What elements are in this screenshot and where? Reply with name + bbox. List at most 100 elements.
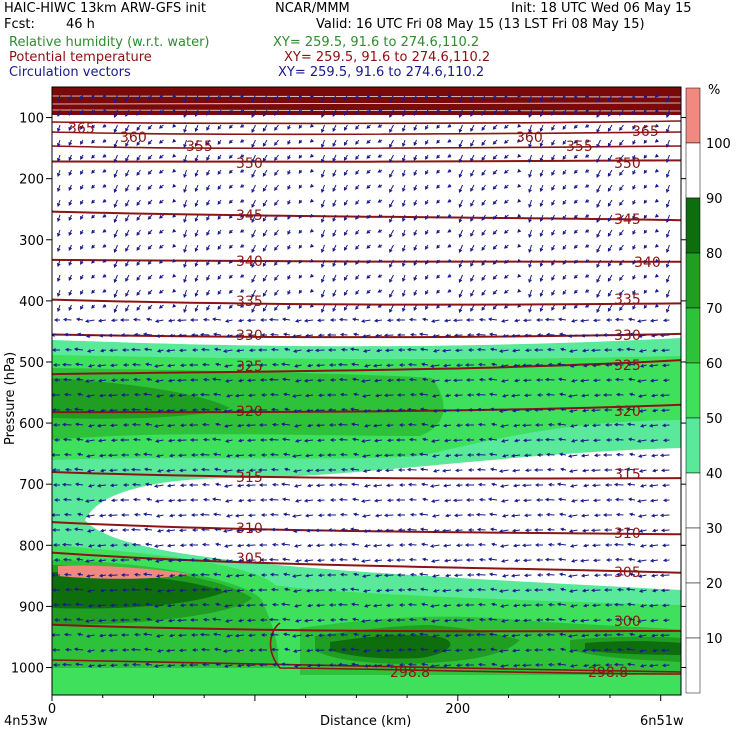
vector-arrow-349 bbox=[343, 184, 348, 191]
vector-arrow-1498 bbox=[513, 498, 521, 503]
vector-arrow-1595 bbox=[384, 528, 394, 533]
vector-arrow-76 bbox=[309, 109, 314, 113]
vector-arrow-59 bbox=[113, 109, 118, 118]
vector-arrow-1138 bbox=[99, 408, 107, 413]
vector-arrow-1705 bbox=[408, 557, 417, 562]
vector-arrow-1131 bbox=[637, 394, 647, 398]
vector-arrow-791 bbox=[458, 304, 463, 313]
vector-arrow-969 bbox=[638, 349, 647, 353]
vector-arrow-1182 bbox=[603, 408, 612, 412]
vector-arrow-829 bbox=[268, 317, 279, 322]
vector-arrow-1500 bbox=[535, 498, 543, 502]
vector-arrow-343 bbox=[274, 184, 279, 191]
vector-arrow-1202 bbox=[214, 422, 222, 427]
vector-arrow-276 bbox=[125, 169, 130, 177]
vector-arrow-1425 bbox=[293, 484, 302, 488]
vector-arrow-1321 bbox=[339, 452, 348, 457]
vector-arrow-500 bbox=[217, 229, 222, 235]
vector-arrow-1793 bbox=[178, 588, 187, 593]
vector-arrow-1797 bbox=[222, 589, 233, 593]
vector-arrow-1395 bbox=[568, 469, 578, 473]
vector-arrow-1031 bbox=[110, 378, 118, 383]
vector-arrow-1006 bbox=[442, 363, 452, 368]
vector-arrow-1939 bbox=[614, 617, 624, 622]
vector-arrow-2019 bbox=[292, 649, 302, 653]
vector-arrow-2015 bbox=[248, 648, 256, 653]
vector-arrow-1369 bbox=[270, 467, 279, 472]
vector-arrow-439 bbox=[136, 214, 141, 221]
vector-arrow-1093 bbox=[199, 392, 210, 397]
vector-arrow-572 bbox=[425, 244, 429, 250]
vector-arrow-1586 bbox=[283, 527, 291, 532]
vector-arrow-1079 bbox=[662, 378, 670, 383]
vector-arrow-864 bbox=[52, 333, 60, 337]
vector-arrow-1767 bbox=[501, 574, 509, 578]
vector-arrow-464 bbox=[425, 214, 429, 220]
vector-arrow-1005 bbox=[429, 364, 440, 368]
vector-arrow-1643 bbox=[315, 543, 325, 548]
vector-arrow-1422 bbox=[258, 483, 267, 487]
vector-arrow-865 bbox=[63, 332, 72, 337]
vector-arrow-189 bbox=[366, 139, 371, 144]
vector-arrow-2043 bbox=[568, 649, 578, 653]
vector-arrow-1151 bbox=[248, 408, 256, 413]
vector-arrow-1080 bbox=[52, 393, 60, 397]
vector-arrow-1241 bbox=[661, 423, 670, 428]
vector-arrow-1003 bbox=[407, 362, 417, 367]
vector-arrow-1317 bbox=[291, 454, 302, 458]
vector-arrow-1365 bbox=[222, 469, 233, 473]
vector-arrow-86 bbox=[425, 109, 429, 115]
vector-arrow-167 bbox=[113, 139, 118, 148]
vector-arrow-455 bbox=[320, 214, 325, 223]
vector-arrow-1461 bbox=[84, 499, 95, 503]
vector-arrow-1212 bbox=[328, 423, 336, 427]
vector-arrow-50 bbox=[632, 94, 636, 100]
vector-arrow-1042 bbox=[237, 378, 245, 383]
vector-arrow-1455 bbox=[639, 484, 647, 488]
vector-arrow-1273 bbox=[408, 437, 417, 442]
vector-arrow-1282 bbox=[513, 438, 521, 443]
vector-arrow-1489 bbox=[408, 497, 417, 502]
vector-arrow-321 bbox=[643, 169, 648, 174]
vector-arrow-790 bbox=[447, 304, 452, 308]
vector-arrow-1052 bbox=[351, 377, 360, 382]
vector-arrow-987 bbox=[223, 364, 233, 368]
vector-arrow-332 bbox=[147, 184, 153, 190]
vector-arrow-1822 bbox=[511, 588, 521, 593]
vector-arrow-1861 bbox=[337, 602, 348, 607]
vector-arrow-578 bbox=[492, 244, 498, 250]
vector-arrow-149 bbox=[528, 124, 532, 133]
vector-arrow-1951 bbox=[133, 632, 141, 637]
vector-arrow-438 bbox=[125, 214, 130, 222]
vector-arrow-1819 bbox=[476, 587, 486, 592]
vector-arrow-1467 bbox=[154, 499, 164, 503]
vector-arrow-1639 bbox=[271, 542, 279, 547]
vector-arrow-26 bbox=[355, 94, 360, 100]
vector-arrow-1125 bbox=[567, 394, 578, 398]
valid-time: Valid: 16 UTC Fri 08 May 15 (13 LST Fri … bbox=[316, 17, 645, 32]
vector-arrow-1647 bbox=[363, 544, 371, 548]
vector-arrow-1548 bbox=[466, 513, 474, 517]
vector-arrow-847 bbox=[478, 317, 486, 322]
vector-arrow-415 bbox=[481, 199, 486, 206]
vector-arrow-498 bbox=[194, 229, 199, 237]
vector-arrow-932 bbox=[213, 347, 222, 352]
vector-arrow-37 bbox=[481, 94, 486, 101]
vector-arrow-147 bbox=[503, 124, 509, 129]
vector-arrow-1072 bbox=[579, 378, 590, 383]
vector-arrow-1257 bbox=[224, 439, 233, 443]
vector-arrow-1965 bbox=[291, 634, 302, 638]
vector-arrow-1368 bbox=[257, 468, 267, 472]
vector-arrow-1486 bbox=[373, 498, 383, 503]
vector-arrow-1578 bbox=[191, 528, 198, 532]
vector-arrow-1872 bbox=[464, 603, 474, 607]
vector-arrow-5 bbox=[113, 94, 118, 103]
vector-arrow-1155 bbox=[292, 409, 302, 413]
vector-arrow-1007 bbox=[455, 363, 463, 368]
vector-arrow-1650 bbox=[398, 543, 405, 547]
vector-arrow-1174 bbox=[511, 408, 521, 413]
vector-arrow-390 bbox=[194, 199, 199, 207]
vector-arrow-97 bbox=[551, 109, 555, 116]
vector-arrow-176 bbox=[217, 139, 222, 145]
vector-arrow-1267 bbox=[338, 437, 348, 442]
